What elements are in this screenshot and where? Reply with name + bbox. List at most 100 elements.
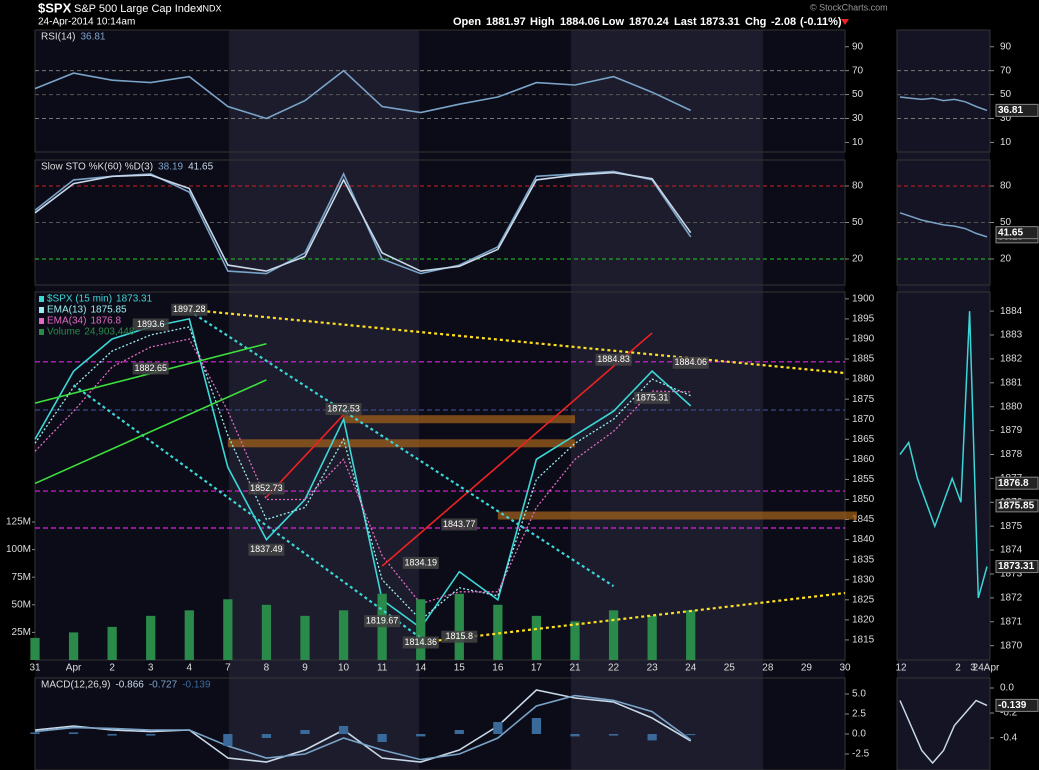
bar — [68, 732, 79, 734]
bar — [416, 599, 426, 660]
series-line — [34, 326, 691, 621]
mini-y-tick-label: 10 — [1000, 137, 1012, 148]
low: 1870.24 — [629, 16, 670, 28]
annotation-bg — [132, 318, 169, 331]
band — [497, 511, 857, 520]
x-tick-label: 28 — [762, 663, 774, 674]
legend-value: 36.81 — [80, 32, 105, 43]
y-tick-label: 20 — [852, 254, 864, 265]
bar — [300, 615, 310, 660]
y-tick-label: 1860 — [852, 454, 875, 465]
legend-value: 41.65 — [188, 162, 213, 173]
y-tick-label: 1875 — [852, 394, 875, 405]
x-tick-label: 15 — [454, 663, 466, 674]
y-tick-label: 1870 — [852, 414, 875, 425]
y2-tick-label: 100M — [6, 544, 31, 555]
mini-x-tick-label: 12 — [895, 663, 907, 674]
x-tick-label: 22 — [608, 663, 620, 674]
x-tick-label: 11 — [377, 663, 388, 674]
x-tick-label: 8 — [264, 663, 270, 674]
mini-y-tick-label: 1884 — [1000, 306, 1023, 317]
x-tick-label: 21 — [569, 663, 581, 674]
mini-frame — [896, 29, 991, 153]
mini-y-tick-label: 1878 — [1000, 449, 1023, 460]
annotation-bg — [364, 615, 401, 628]
chg: -2.08 — [771, 16, 796, 28]
mini-x-tick-label: 2 — [955, 663, 961, 674]
bar — [146, 615, 156, 660]
mini-last-value: 1873.31 — [998, 561, 1035, 572]
annotation-bg — [171, 303, 208, 316]
mini-y-tick-label: -0.2 — [1000, 708, 1018, 719]
mini-line — [899, 699, 988, 765]
y-tick-label: 1830 — [852, 574, 875, 585]
y-tick-label: 1895 — [852, 314, 875, 325]
annotation: 1834.19 — [404, 557, 437, 567]
index-name: S&P 500 Large Cap Index — [74, 3, 202, 15]
annotation-bg — [325, 403, 362, 416]
y-tick-label: 1900 — [852, 293, 875, 304]
legend-value: -0.139 — [182, 680, 211, 691]
legend-name: $SPX (15 min) — [47, 294, 112, 305]
mini-y-tick-label: 50 — [1000, 89, 1012, 100]
annotation: 1884.83 — [597, 354, 630, 364]
mini-y-tick-label: 1874 — [1000, 545, 1023, 556]
y-tick-label: 1855 — [852, 474, 875, 485]
bar — [261, 604, 272, 660]
bar — [493, 604, 503, 660]
y2-tick-label: 125M — [6, 517, 31, 528]
mini-y-tick-label: 20 — [1000, 254, 1012, 265]
mini-y-tick-label: 50 — [1000, 217, 1012, 228]
legend-swatch — [39, 318, 44, 324]
last: 1873.31 — [700, 16, 740, 28]
y-tick-label: 1835 — [852, 554, 875, 565]
y-tick-label: 1845 — [852, 514, 875, 525]
bar — [107, 626, 117, 660]
legend-name: EMA(34) — [47, 316, 86, 327]
x-tick-label: 16 — [492, 663, 504, 674]
annotation: 1872.53 — [327, 403, 360, 413]
mini-line — [899, 212, 988, 238]
mini-last-value: -0.139 — [998, 700, 1027, 711]
bar — [493, 722, 503, 734]
x-tick-label: 10 — [338, 663, 350, 674]
mini-y-tick-label: 1882 — [1000, 354, 1023, 365]
panel-frame — [34, 677, 846, 770]
bar — [107, 734, 117, 736]
mini-bg — [897, 30, 990, 770]
y-tick-label: 1865 — [852, 434, 875, 445]
bar — [223, 599, 233, 660]
y-tick-label: 50 — [852, 217, 864, 228]
x-tick-label: 2 — [109, 663, 115, 674]
mini-last-bg — [995, 103, 1039, 117]
legend-value: 1876.8 — [90, 316, 121, 327]
legend-name: Volume — [47, 327, 81, 338]
bar — [300, 730, 310, 734]
mini-last-value: 1876.8 — [998, 478, 1029, 489]
annotation: 1852.73 — [250, 483, 283, 493]
mini-frame — [896, 677, 991, 770]
annotation: 1893.6 — [137, 319, 165, 329]
mini-x-tick-label: 3 — [970, 663, 976, 674]
x-tick-label: 4 — [187, 663, 193, 674]
annotation: 1882.65 — [134, 363, 167, 373]
band — [227, 439, 575, 448]
mini-line — [899, 96, 988, 112]
trendline — [381, 332, 653, 567]
annotation: 1897.28 — [173, 304, 206, 314]
datetime: 24-Apr-2014 10:14am — [38, 17, 135, 28]
bar — [184, 610, 194, 660]
bar — [30, 732, 40, 734]
bar — [146, 734, 156, 736]
annotation-bg — [248, 482, 285, 495]
series-line — [34, 69, 692, 120]
bar — [647, 734, 657, 741]
y-tick-label: 1890 — [852, 334, 875, 345]
y-tick-label: 80 — [852, 181, 864, 192]
bar — [338, 610, 349, 660]
x-tick-label: 14 — [415, 663, 427, 674]
mini-last-bg — [995, 698, 1039, 712]
bar — [570, 621, 580, 660]
trendline — [420, 591, 846, 644]
y-tick-label: -2.5 — [852, 749, 870, 760]
